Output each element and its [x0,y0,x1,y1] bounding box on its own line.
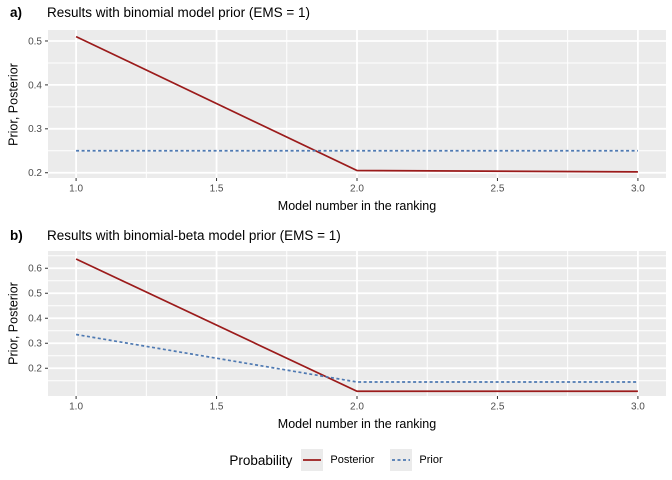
x-tick-label: 3.0 [631,184,645,195]
grid-major [48,30,666,178]
y-tick-label: 0.5 [28,36,42,47]
panel-a-tag: a) [10,5,23,20]
legend-entry-prior: Prior [390,449,443,471]
x-tick-label: 1.0 [69,184,83,195]
x-tick-label: 1.5 [210,402,224,413]
prior-line-key-icon [390,449,413,471]
axis-ticks [45,40,639,181]
chart-b-title-text: Results with binomial-beta model prior (… [47,228,341,243]
legend-label-posterior: Posterior [330,454,375,466]
x-tick-label: 3.0 [631,402,645,413]
posterior-line-key-icon [301,449,324,471]
chart-a-canvas: 1.0 1.5 2.0 2.5 3.0 0.2 0.3 0.4 0.5 [28,30,666,195]
axis-ticks [45,267,639,399]
y-tick-label: 0.5 [28,289,42,300]
axis-tick-labels: 1.0 1.5 2.0 2.5 3.0 0.2 0.3 0.4 0.5 [28,36,645,194]
chart-a-title: a) Results with binomial model prior (EM… [10,5,310,20]
x-tick-label: 2.5 [491,402,505,413]
chart-b-canvas: 1.0 1.5 2.0 2.5 3.0 0.2 0.3 0.4 0.5 0.6 [28,251,666,413]
legend-label-prior: Prior [419,454,443,466]
chart-a-title-text: Results with binomial model prior (EMS =… [47,5,310,20]
panel-b-tag: b) [10,228,23,243]
legend: Probability Posterior Prior [0,448,672,472]
x-tick-label: 1.0 [69,402,83,413]
y-tick-label: 0.6 [28,264,42,275]
chart-a-x-axis-title: Model number in the ranking [277,199,437,213]
posterior-line [75,258,638,393]
axis-tick-labels: 1.0 1.5 2.0 2.5 3.0 0.2 0.3 0.4 0.5 0.6 [28,264,645,413]
y-tick-label: 0.2 [28,168,42,179]
prior-line [75,333,638,383]
x-tick-label: 2.5 [491,184,505,195]
posterior-key-line [303,459,322,461]
y-tick-label: 0.4 [28,80,42,91]
chart-b-title: b) Results with binomial-beta model prio… [10,228,341,243]
x-tick-label: 2.0 [350,184,364,195]
x-tick-label: 2.0 [350,402,364,413]
legend-entry-posterior: Posterior [301,449,374,471]
y-tick-label: 0.4 [28,314,42,325]
prior-key-line [392,459,411,461]
chart-b-x-axis-title: Model number in the ranking [277,417,437,431]
posterior-line [75,35,638,173]
legend-title: Probability [229,452,293,468]
y-tick-label: 0.3 [28,339,42,350]
grid-major [48,251,666,396]
x-tick-label: 1.5 [210,184,224,195]
y-tick-label: 0.3 [28,124,42,135]
y-tick-label: 0.2 [28,364,42,375]
